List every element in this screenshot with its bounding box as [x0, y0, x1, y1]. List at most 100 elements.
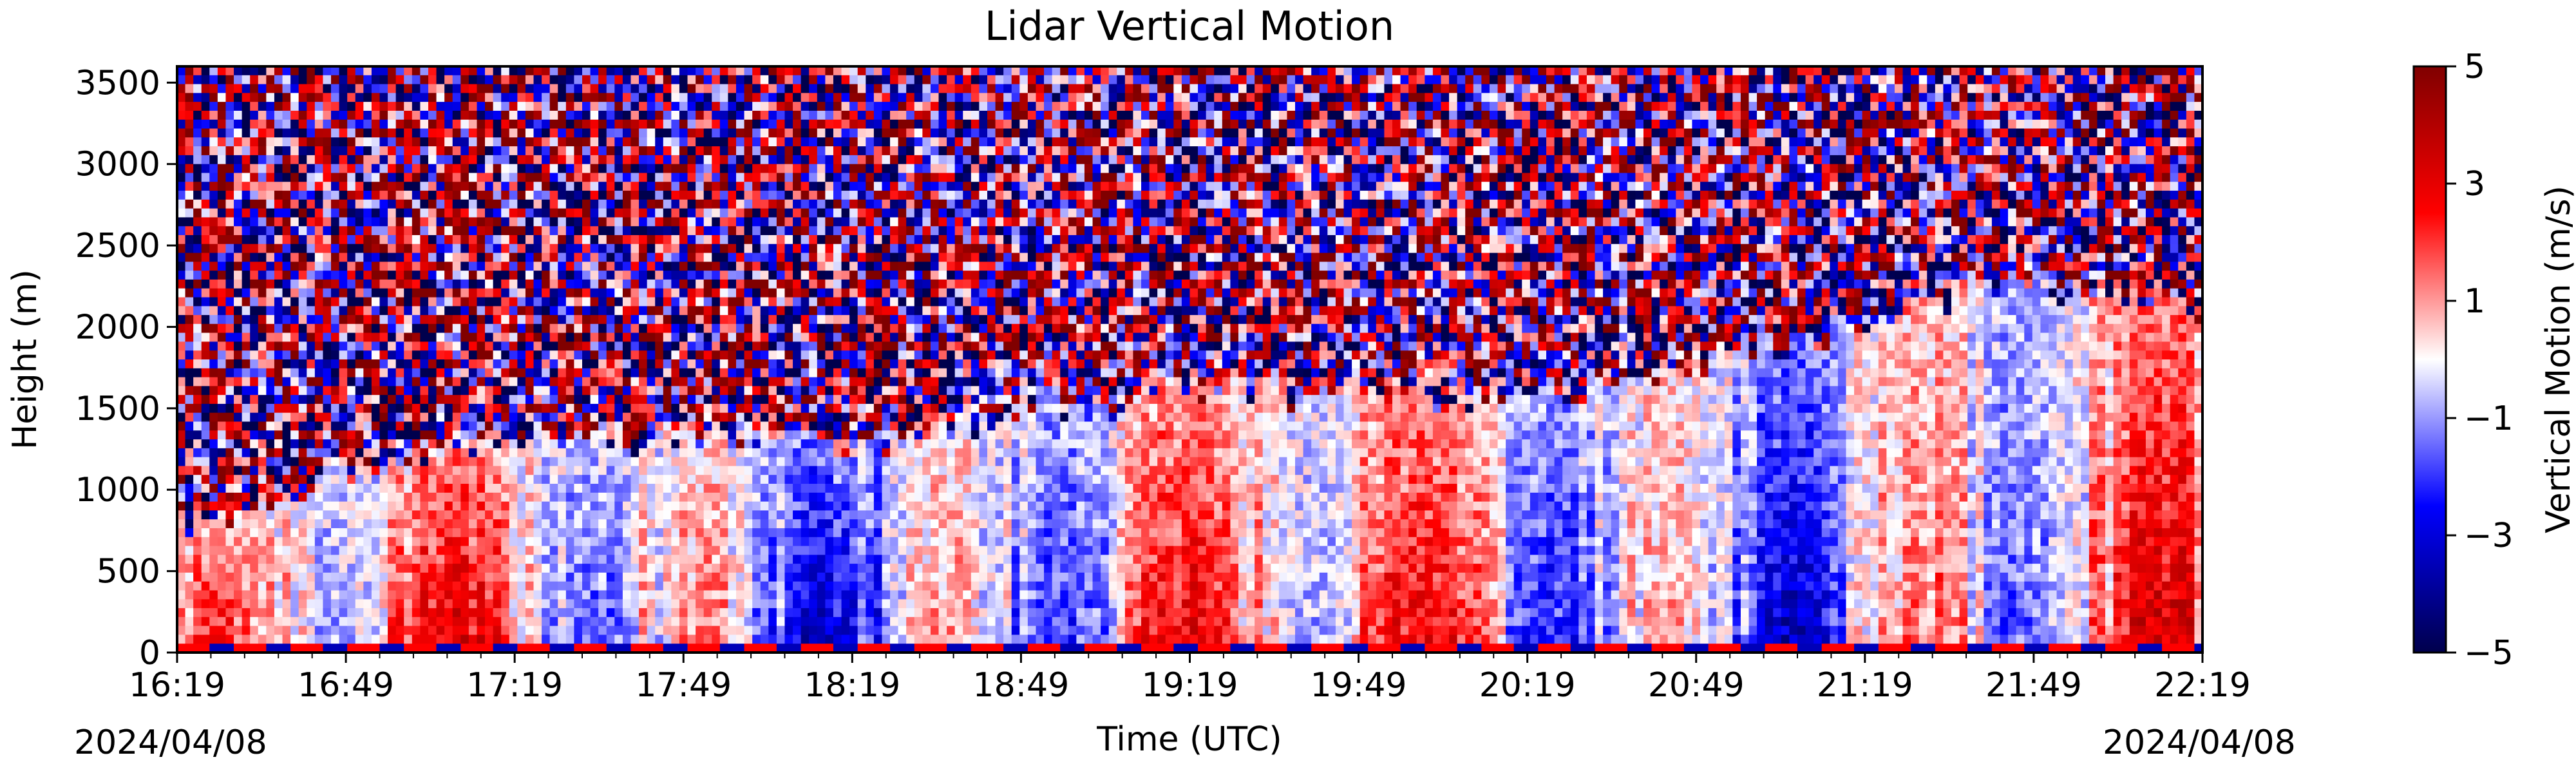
- heatmap-cell: [517, 297, 526, 307]
- heatmap-cell: [452, 199, 461, 209]
- heatmap-cell: [201, 128, 210, 138]
- heatmap-cell: [468, 155, 478, 165]
- heatmap-cell: [217, 332, 227, 343]
- heatmap-cell: [185, 555, 194, 564]
- heatmap-cell: [752, 625, 761, 636]
- heatmap-cell: [703, 279, 712, 289]
- heatmap-cell: [768, 306, 777, 316]
- heatmap-cell: [185, 581, 194, 591]
- heatmap-cell: [282, 421, 291, 431]
- heatmap-cell: [679, 271, 688, 280]
- heatmap-cell: [542, 119, 551, 129]
- heatmap-cell: [388, 555, 397, 564]
- heatmap-cell: [639, 412, 648, 423]
- heatmap-cell: [736, 128, 745, 138]
- heatmap-cell: [363, 173, 372, 182]
- heatmap-cell: [307, 155, 316, 165]
- heatmap-cell: [671, 128, 680, 138]
- heatmap-cell: [307, 75, 316, 85]
- heatmap-cell: [728, 616, 737, 627]
- heatmap-cell: [452, 341, 461, 351]
- heatmap-cell: [501, 110, 510, 120]
- heatmap-cell: [217, 315, 227, 325]
- heatmap-cell: [460, 599, 469, 609]
- heatmap-cell: [542, 297, 551, 307]
- heatmap-cell: [712, 590, 721, 600]
- heatmap-cell: [493, 439, 502, 449]
- heatmap-cell: [404, 182, 413, 191]
- heatmap-cell: [444, 279, 453, 289]
- heatmap-cell: [355, 599, 364, 609]
- heatmap-cell: [565, 110, 575, 120]
- heatmap-cell: [517, 537, 526, 547]
- heatmap-cell: [719, 341, 729, 351]
- heatmap-cell: [719, 164, 729, 174]
- heatmap-cell: [760, 297, 769, 307]
- heatmap-cell: [493, 182, 502, 191]
- heatmap-cell: [639, 501, 648, 511]
- heatmap-cell: [468, 412, 478, 423]
- heatmap-cell: [363, 466, 372, 475]
- heatmap-cell: [266, 403, 275, 414]
- heatmap-cell: [420, 323, 429, 334]
- heatmap-cell: [622, 332, 632, 343]
- heatmap-cell: [549, 448, 558, 458]
- heatmap-cell: [452, 448, 461, 458]
- heatmap-cell: [242, 350, 251, 360]
- heatmap-cell: [574, 84, 583, 93]
- heatmap-cell: [687, 590, 696, 600]
- heatmap-cell: [590, 253, 599, 262]
- heatmap-cell: [768, 119, 777, 129]
- heatmap-cell: [582, 137, 591, 147]
- heatmap-cell: [703, 395, 712, 405]
- heatmap-cell: [468, 625, 478, 636]
- heatmap-cell: [719, 510, 729, 520]
- heatmap-cell: [606, 546, 615, 555]
- heatmap-cell: [477, 173, 486, 182]
- heatmap-cell: [574, 208, 583, 218]
- heatmap-cell: [574, 377, 583, 386]
- heatmap-cell: [436, 75, 445, 85]
- heatmap-cell: [404, 75, 413, 85]
- heatmap-cell: [444, 581, 453, 591]
- heatmap-cell: [517, 616, 526, 627]
- heatmap-cell: [582, 457, 591, 467]
- heatmap-cell: [339, 386, 348, 396]
- heatmap-cell: [784, 173, 793, 182]
- heatmap-cell: [307, 173, 316, 182]
- heatmap-cell: [477, 119, 486, 129]
- heatmap-cell: [760, 616, 769, 627]
- heatmap-cell: [712, 173, 721, 182]
- heatmap-cell: [452, 635, 461, 644]
- heatmap-cell: [412, 75, 421, 85]
- heatmap-cell: [290, 412, 299, 423]
- heatmap-cell: [282, 475, 291, 484]
- heatmap-cell: [412, 155, 421, 165]
- heatmap-cell: [444, 75, 453, 85]
- heatmap-cell: [606, 528, 615, 538]
- heatmap-cell: [355, 297, 364, 307]
- heatmap-cell: [533, 608, 542, 618]
- heatmap-cell: [452, 528, 461, 538]
- heatmap-cell: [371, 510, 381, 520]
- heatmap-cell: [630, 635, 639, 644]
- heatmap-cell: [525, 208, 535, 218]
- heatmap-cell: [282, 546, 291, 555]
- heatmap-cell: [266, 137, 275, 147]
- heatmap-cell: [679, 119, 688, 129]
- heatmap-cell: [258, 164, 267, 174]
- heatmap-cell: [590, 599, 599, 609]
- heatmap-cell: [493, 616, 502, 627]
- heatmap-cell: [412, 457, 421, 467]
- heatmap-cell: [582, 403, 591, 414]
- heatmap-cell: [760, 510, 769, 520]
- heatmap-cell: [525, 572, 535, 582]
- heatmap-cell: [225, 208, 234, 218]
- heatmap-cell: [784, 84, 793, 93]
- heatmap-cell: [209, 564, 218, 573]
- heatmap-cell: [290, 191, 299, 200]
- heatmap-cell: [679, 288, 688, 298]
- heatmap-cell: [647, 359, 656, 369]
- heatmap-cell: [760, 492, 769, 502]
- heatmap-cell: [590, 243, 599, 254]
